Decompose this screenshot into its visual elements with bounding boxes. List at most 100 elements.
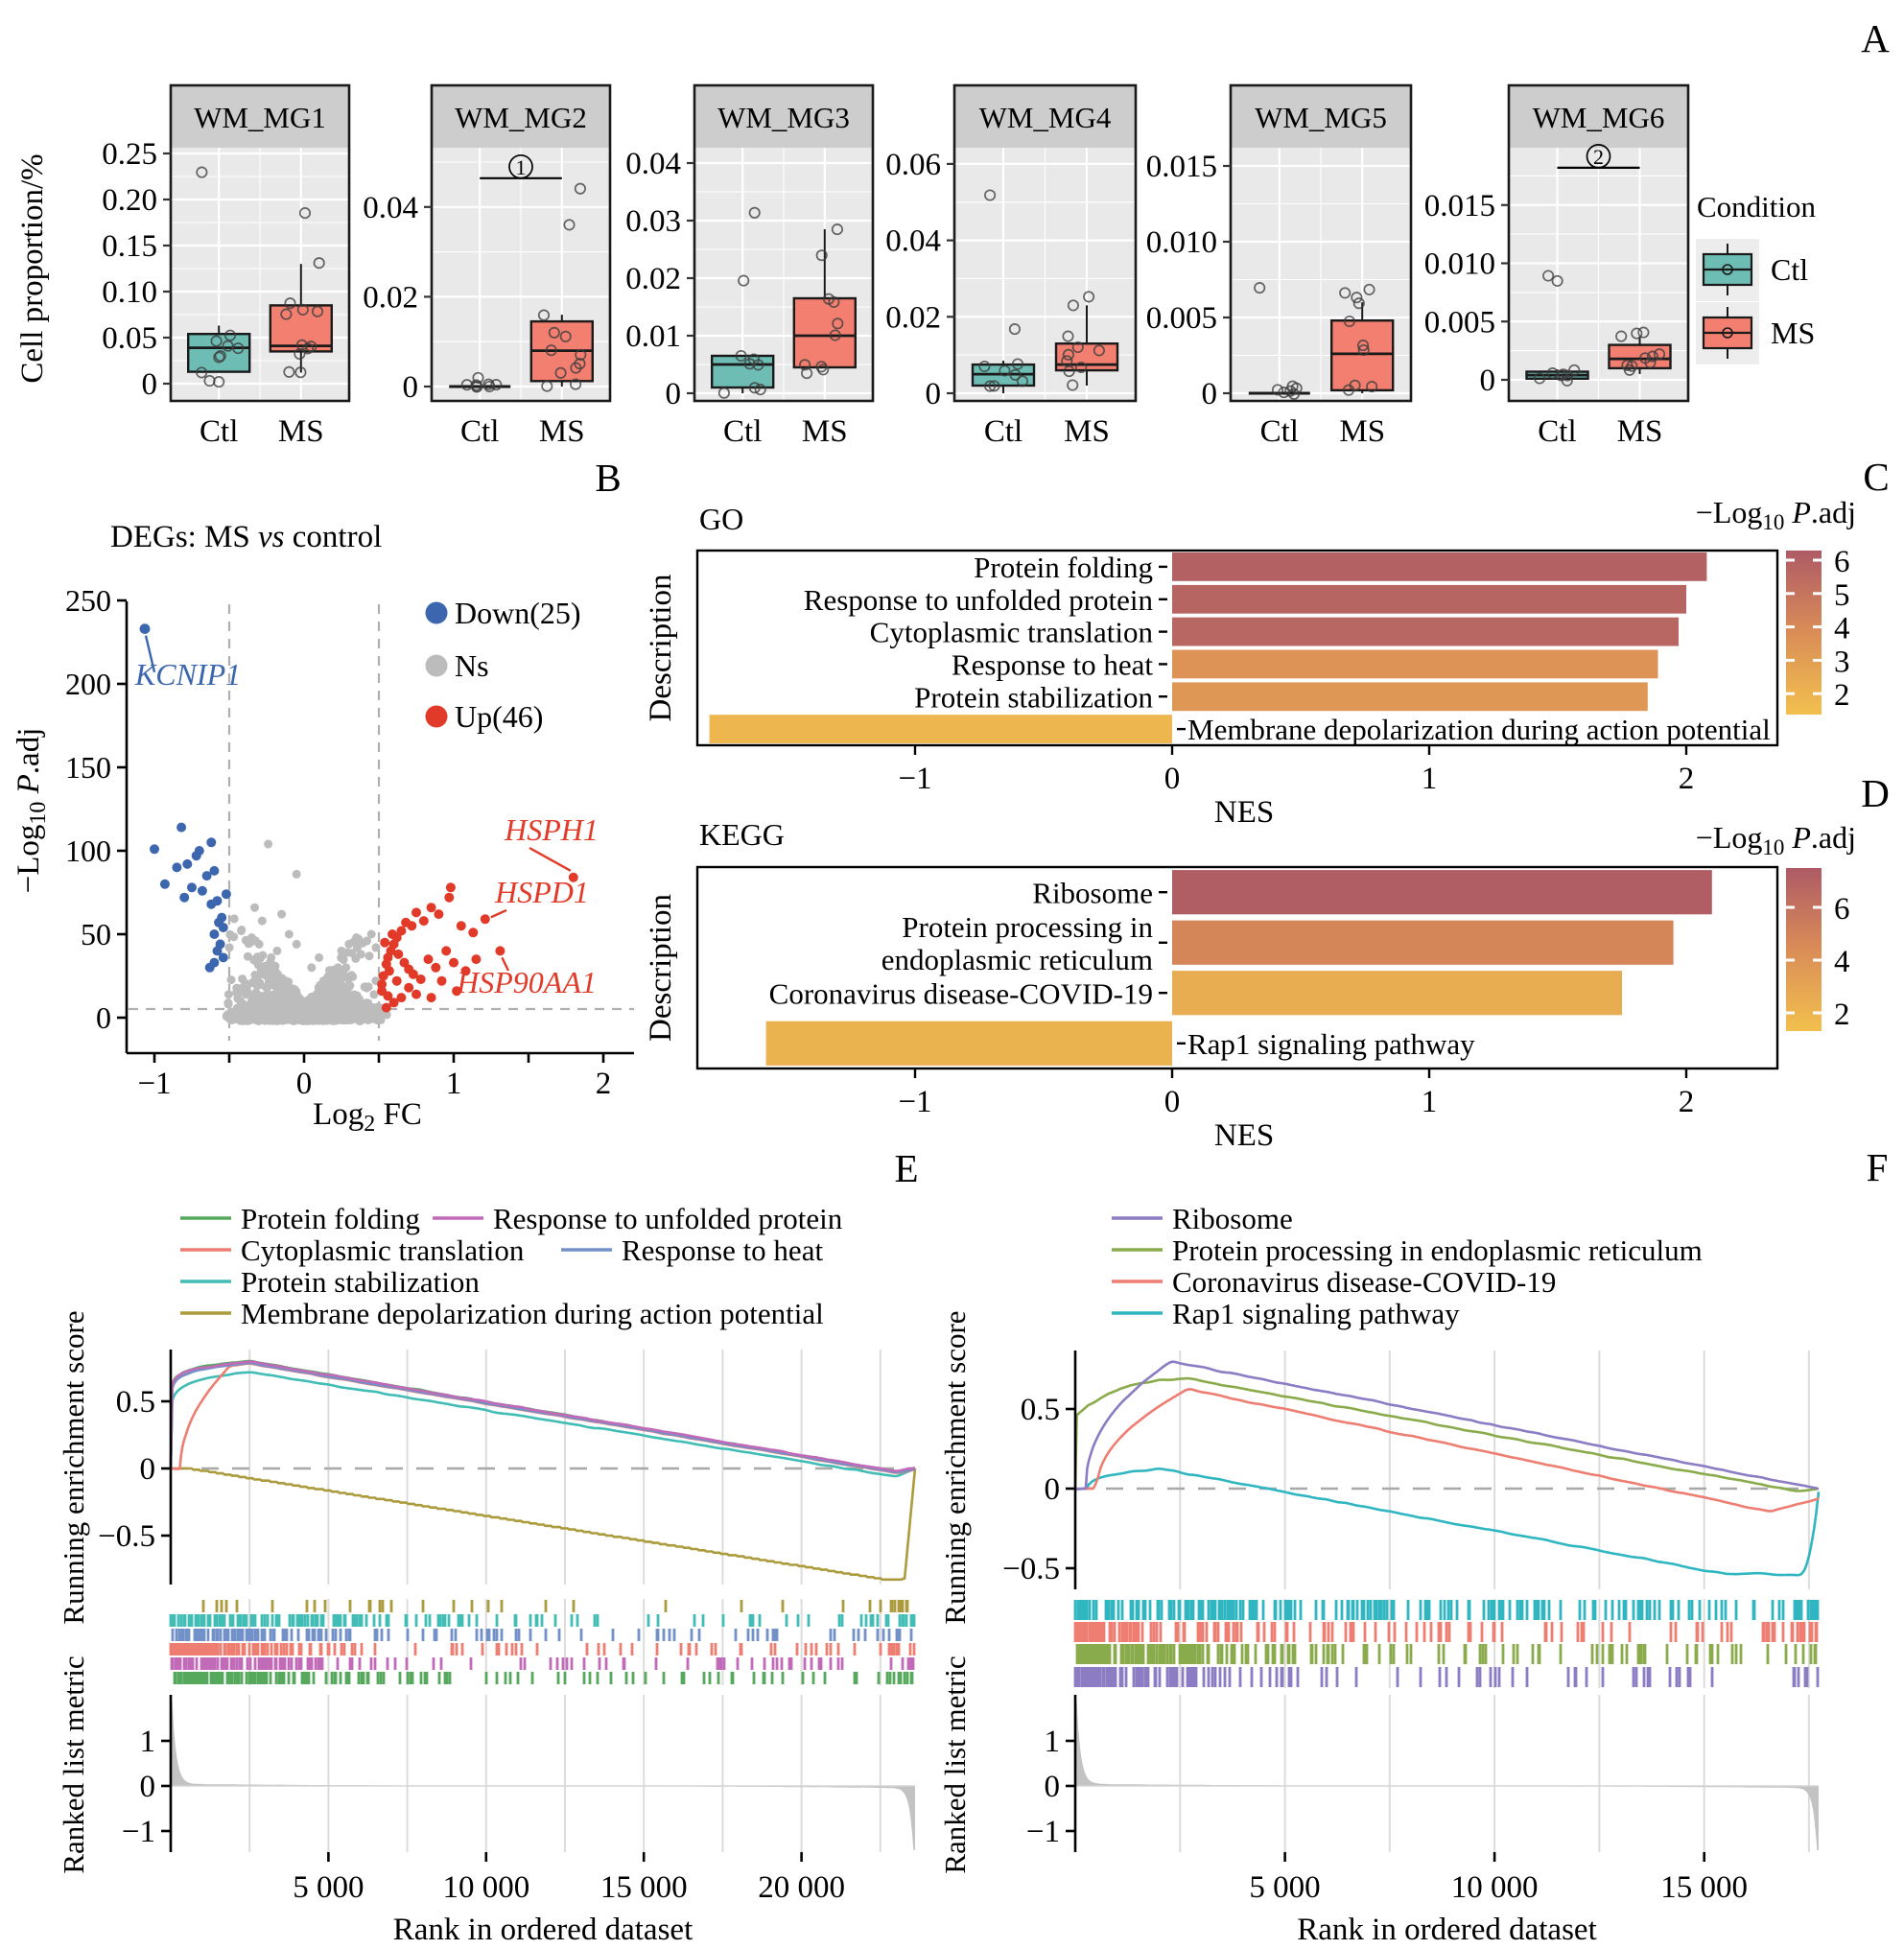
svg-text:10 000: 10 000 xyxy=(1451,1870,1539,1905)
svg-text:5: 5 xyxy=(1834,578,1850,613)
svg-text:0: 0 xyxy=(296,1067,313,1101)
svg-text:Ctl: Ctl xyxy=(1538,414,1576,449)
svg-text:GO: GO xyxy=(699,502,743,536)
svg-text:MS: MS xyxy=(802,414,848,449)
svg-text:Running enrichment score: Running enrichment score xyxy=(57,1310,90,1624)
svg-text:0.015: 0.015 xyxy=(1424,189,1495,223)
svg-text:10 000: 10 000 xyxy=(442,1870,529,1905)
svg-text:Condition: Condition xyxy=(1697,190,1817,223)
svg-text:Protein stabilization: Protein stabilization xyxy=(914,680,1153,714)
svg-text:Response to heat: Response to heat xyxy=(622,1233,823,1267)
svg-text:Ns: Ns xyxy=(455,648,489,683)
svg-text:0.015: 0.015 xyxy=(1146,150,1217,184)
svg-text:endoplasmic reticulum: endoplasmic reticulum xyxy=(881,943,1153,976)
svg-text:WM_MG1: WM_MG1 xyxy=(194,101,326,134)
svg-text:3: 3 xyxy=(1834,645,1850,679)
svg-text:Ctl: Ctl xyxy=(200,414,238,449)
svg-text:Ctl: Ctl xyxy=(984,414,1023,449)
svg-text:Up(46): Up(46) xyxy=(455,699,543,734)
svg-text:0: 0 xyxy=(96,1000,111,1035)
svg-text:Response to unfolded protein: Response to unfolded protein xyxy=(493,1202,843,1235)
svg-text:Ctl: Ctl xyxy=(1260,414,1299,449)
svg-text:0.04: 0.04 xyxy=(363,191,418,225)
svg-text:Rank in ordered dataset: Rank in ordered dataset xyxy=(1297,1913,1596,1947)
svg-text:MS: MS xyxy=(539,414,585,449)
svg-text:−1: −1 xyxy=(1026,1815,1060,1849)
svg-text:250: 250 xyxy=(65,583,111,618)
svg-text:0.01: 0.01 xyxy=(625,319,681,354)
svg-text:Down(25): Down(25) xyxy=(455,596,581,630)
svg-text:KCNIP1: KCNIP1 xyxy=(134,657,241,692)
svg-text:MS: MS xyxy=(1617,414,1663,449)
svg-text:Description: Description xyxy=(644,575,678,722)
svg-text:50: 50 xyxy=(81,917,111,951)
svg-text:6: 6 xyxy=(1834,545,1850,579)
svg-text:Response to heat: Response to heat xyxy=(952,647,1153,681)
svg-text:Coronavirus disease-COVID-19: Coronavirus disease-COVID-19 xyxy=(1172,1265,1556,1299)
svg-text:MS: MS xyxy=(1771,316,1815,350)
svg-text:HSPH1: HSPH1 xyxy=(504,812,599,847)
svg-text:Ctl: Ctl xyxy=(460,414,499,449)
svg-text:0.25: 0.25 xyxy=(102,137,157,172)
svg-text:Rap1 signaling pathway: Rap1 signaling pathway xyxy=(1187,1027,1475,1061)
svg-text:1: 1 xyxy=(140,1725,156,1759)
svg-text:−0.5: −0.5 xyxy=(1002,1552,1060,1586)
svg-text:0: 0 xyxy=(1164,1085,1181,1119)
svg-text:Ribosome: Ribosome xyxy=(1032,876,1153,909)
svg-text:200: 200 xyxy=(65,667,111,701)
svg-text:0: 0 xyxy=(1164,762,1181,796)
svg-text:−1: −1 xyxy=(137,1067,171,1101)
svg-text:Rank in ordered dataset: Rank in ordered dataset xyxy=(393,1913,693,1947)
svg-text:Cell proportion/%: Cell proportion/% xyxy=(15,153,50,383)
svg-text:MS: MS xyxy=(1339,414,1385,449)
svg-text:1: 1 xyxy=(516,155,527,179)
svg-text:6: 6 xyxy=(1834,892,1850,927)
svg-text:4: 4 xyxy=(1834,945,1850,979)
svg-text:WM_MG5: WM_MG5 xyxy=(1255,101,1387,134)
svg-text:E: E xyxy=(894,1146,918,1190)
svg-text:150: 150 xyxy=(65,750,111,785)
svg-text:0.04: 0.04 xyxy=(885,224,941,259)
svg-text:MS: MS xyxy=(1064,414,1110,449)
svg-text:0: 0 xyxy=(403,370,419,405)
svg-text:Protein folding: Protein folding xyxy=(241,1202,420,1235)
svg-text:0.10: 0.10 xyxy=(102,275,157,310)
svg-text:Membrane depolarization during: Membrane depolarization during action po… xyxy=(241,1297,824,1330)
svg-text:2: 2 xyxy=(1834,998,1850,1032)
svg-text:0: 0 xyxy=(926,377,942,411)
svg-text:15 000: 15 000 xyxy=(1660,1870,1748,1905)
svg-text:Ranked list metric: Ranked list metric xyxy=(57,1655,90,1873)
svg-text:2: 2 xyxy=(1593,145,1604,169)
svg-text:0.005: 0.005 xyxy=(1424,305,1495,340)
svg-text:0.15: 0.15 xyxy=(102,229,157,264)
svg-text:2: 2 xyxy=(596,1067,612,1101)
svg-text:Description: Description xyxy=(644,894,678,1042)
svg-text:4: 4 xyxy=(1834,612,1850,646)
svg-text:0.5: 0.5 xyxy=(1021,1393,1060,1427)
svg-text:WM_MG3: WM_MG3 xyxy=(717,101,850,134)
svg-text:0.010: 0.010 xyxy=(1146,225,1217,260)
svg-text:1: 1 xyxy=(446,1067,462,1101)
svg-text:Ranked list metric: Ranked list metric xyxy=(938,1655,972,1873)
svg-text:−1: −1 xyxy=(122,1815,155,1849)
svg-text:0.05: 0.05 xyxy=(102,321,157,356)
svg-text:2: 2 xyxy=(1679,762,1695,796)
svg-text:0: 0 xyxy=(1045,1770,1061,1804)
svg-text:0: 0 xyxy=(1202,377,1218,411)
svg-text:0.04: 0.04 xyxy=(625,147,681,181)
svg-text:Ribosome: Ribosome xyxy=(1172,1202,1293,1235)
svg-text:C: C xyxy=(1863,455,1889,499)
svg-text:Protein folding: Protein folding xyxy=(974,551,1153,584)
svg-text:Ctl: Ctl xyxy=(1771,252,1808,287)
svg-text:0.010: 0.010 xyxy=(1424,247,1495,282)
svg-text:WM_MG4: WM_MG4 xyxy=(979,101,1112,134)
svg-text:−1: −1 xyxy=(898,762,931,796)
svg-text:5 000: 5 000 xyxy=(293,1870,364,1905)
svg-text:0.02: 0.02 xyxy=(625,262,681,296)
svg-text:0.02: 0.02 xyxy=(885,300,941,335)
svg-text:NES: NES xyxy=(1214,795,1274,830)
svg-text:Response to unfolded protein: Response to unfolded protein xyxy=(804,583,1154,617)
svg-text:0: 0 xyxy=(140,1770,156,1804)
svg-text:2: 2 xyxy=(1834,678,1850,713)
svg-text:−0.5: −0.5 xyxy=(98,1519,155,1554)
